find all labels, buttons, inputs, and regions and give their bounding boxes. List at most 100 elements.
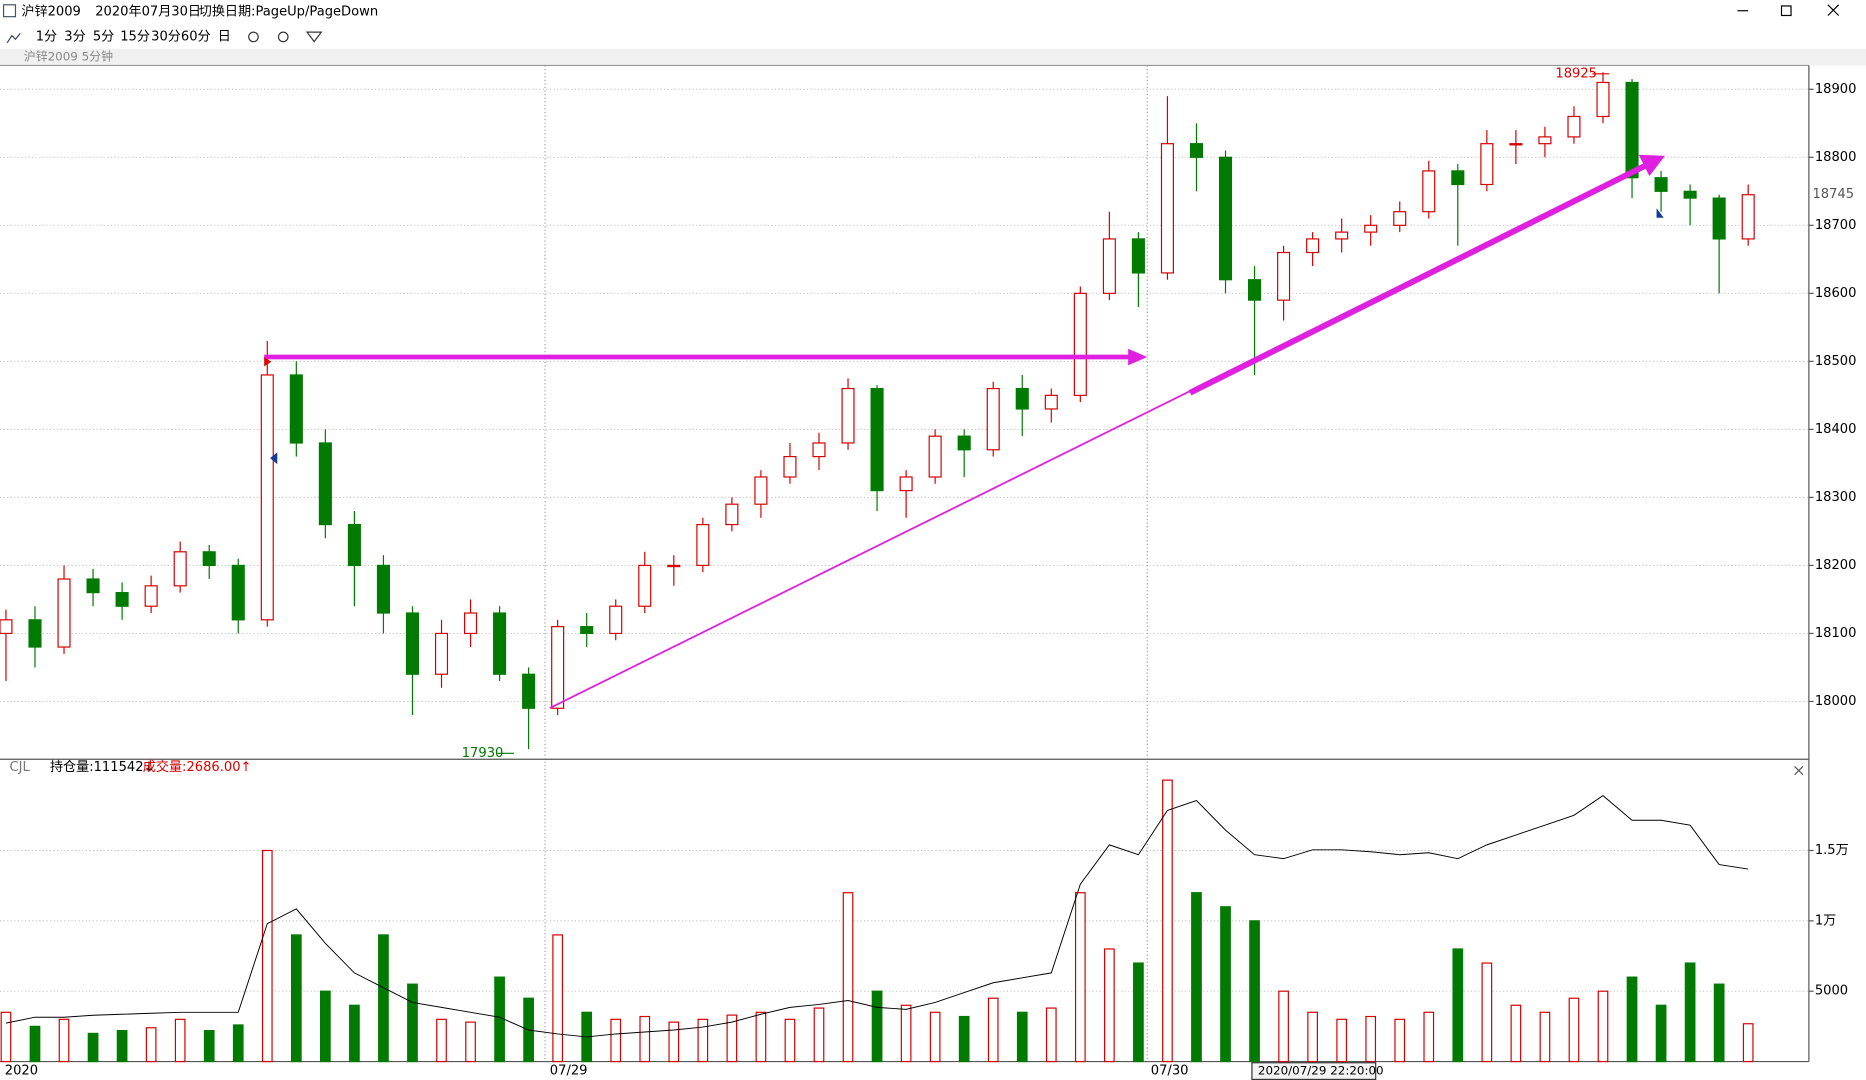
arrow-head <box>1638 154 1665 177</box>
volume-bar <box>203 1029 215 1063</box>
candle-body <box>1306 238 1320 254</box>
x-label: 07/29 <box>550 1064 588 1079</box>
close-indicator[interactable] <box>1794 765 1804 776</box>
volume-bar <box>1684 962 1696 1063</box>
candle-body <box>696 524 710 567</box>
candle-body <box>1102 238 1116 294</box>
volume-bar <box>1742 1023 1754 1063</box>
volume-bar <box>1133 962 1144 1063</box>
candle-body <box>551 626 565 709</box>
candle-body <box>1364 224 1378 233</box>
volume-bar <box>29 1025 41 1063</box>
timeframe-button[interactable]: 1分 <box>36 28 57 44</box>
candle-body <box>1248 279 1262 301</box>
window-title: 沪锌2009 <box>21 3 80 19</box>
candle-body <box>1712 197 1726 240</box>
restore-button[interactable] <box>1780 5 1792 17</box>
timeframe-button[interactable]: 15分 <box>120 28 150 44</box>
candle-body <box>667 564 681 568</box>
trend-arrow <box>1188 161 1650 396</box>
candle-body <box>1189 143 1204 158</box>
volume-bar <box>1452 948 1464 1063</box>
timeframe-button[interactable]: 日 <box>218 29 231 44</box>
timeframe-button[interactable]: 30分 <box>151 28 181 44</box>
candle-body <box>870 387 884 492</box>
candle-body <box>86 578 100 594</box>
y-tick-label: 18000 <box>1815 694 1857 709</box>
volume-bar <box>1365 1015 1377 1063</box>
y-tick-label: 18300 <box>1815 490 1857 505</box>
panel-header <box>0 48 1866 66</box>
y-tick-label: 1.5万 <box>1815 843 1849 858</box>
volume-bar <box>900 1004 912 1063</box>
timeframe-button[interactable]: 5分 <box>93 28 114 44</box>
candle-body <box>841 387 855 444</box>
candle-body <box>1335 231 1349 240</box>
y-tick-label: 18800 <box>1815 150 1857 165</box>
y-tick-label: 18200 <box>1815 558 1857 573</box>
settings-button[interactable] <box>305 31 323 43</box>
candle-body <box>1567 115 1581 138</box>
volume-bar <box>145 1027 157 1063</box>
candle-body <box>1073 292 1087 396</box>
low-annotation: 17930 <box>462 746 504 761</box>
chart-tool[interactable] <box>6 32 21 44</box>
volume-bar <box>987 997 999 1063</box>
candle-body <box>928 435 942 478</box>
timeframe-button[interactable]: 3分 <box>64 28 85 44</box>
volume-bar <box>871 990 883 1063</box>
candle-body <box>1451 170 1465 186</box>
volume-bar <box>697 1018 709 1063</box>
volume-bar <box>668 1021 680 1063</box>
volume-bar <box>1510 1004 1522 1063</box>
volume-bar <box>610 1018 622 1063</box>
volume-bar <box>1249 920 1260 1063</box>
candle-body <box>464 612 478 635</box>
x-label: 07/30 <box>1151 1064 1189 1079</box>
signal-marker <box>270 452 278 465</box>
zoom-out-button[interactable] <box>277 31 289 43</box>
candle-body <box>638 564 652 607</box>
last-price: 18745 <box>1812 187 1854 202</box>
candle-body <box>986 387 1000 451</box>
candle-body <box>812 442 826 458</box>
volume-bar <box>1336 1018 1348 1063</box>
volume-bar <box>784 1018 796 1063</box>
volume-bar <box>726 1014 738 1063</box>
candle-body <box>260 374 274 621</box>
candle-body <box>725 503 739 526</box>
cursor-time-box <box>1251 1062 1377 1080</box>
zoom-in-button[interactable] <box>248 31 259 43</box>
volume-bar <box>1713 983 1725 1063</box>
volume-bar <box>1045 1007 1057 1063</box>
candle-body <box>1131 238 1145 274</box>
candle-body <box>1741 194 1755 240</box>
volume-bar <box>552 934 564 1063</box>
candle-body <box>899 476 913 492</box>
volume-bar <box>261 849 273 1063</box>
volume-bar <box>1423 1011 1435 1063</box>
candle-body <box>580 626 594 635</box>
volume-bar <box>58 1018 70 1063</box>
candle-body <box>1538 136 1552 145</box>
window-date: 2020年07月30日 <box>95 3 201 19</box>
volume-bar <box>116 1029 128 1063</box>
open-interest-label: 持仓量:111542↓ <box>50 759 155 775</box>
timeframe-button[interactable]: 60分 <box>181 28 211 44</box>
y-tick-label: 18600 <box>1815 286 1857 301</box>
volume-bar <box>320 990 331 1063</box>
volume-bar <box>232 1024 244 1063</box>
volume-bar <box>755 1011 767 1063</box>
volume-bar <box>1104 948 1115 1063</box>
candle-body <box>202 551 216 567</box>
volume-bar <box>1074 892 1086 1063</box>
candle-body <box>1160 143 1174 274</box>
indicator-name: CJL <box>10 760 31 775</box>
close-button[interactable] <box>1827 4 1840 16</box>
volume-bar <box>1568 997 1580 1063</box>
volume-bar <box>1481 962 1493 1063</box>
volume-bar <box>407 983 418 1063</box>
volume-bar <box>174 1018 186 1063</box>
plot: 18000 18100 18200 18300 18400 18500 18600 18700… <box>0 72 1857 1063</box>
